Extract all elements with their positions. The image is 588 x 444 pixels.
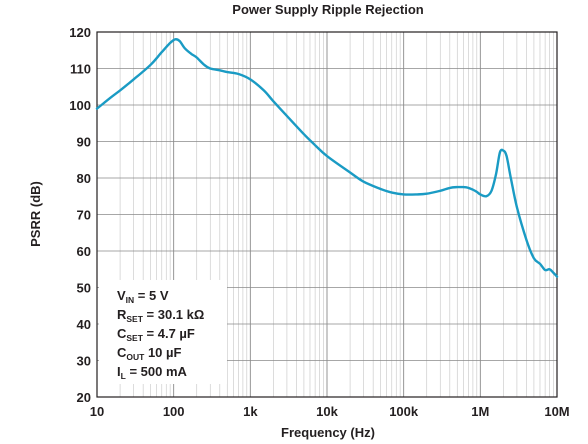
condition-subscript: L	[121, 371, 126, 381]
x-tick-label: 10k	[316, 404, 338, 419]
condition-line: RSET = 30.1 kΩ	[117, 307, 204, 324]
psrr-series-line	[95, 38, 559, 278]
y-tick-label: 40	[77, 317, 91, 332]
condition-subscript: SET	[126, 314, 143, 324]
x-tick-label: 10M	[544, 404, 569, 419]
condition-value: = 5 V	[134, 288, 169, 303]
tick-labels: 10 100 1k 10k 100k 1M 10M 20 30 40 50 60 70 80 90 100 11…	[69, 25, 569, 419]
condition-value: = 30.1 kΩ	[143, 307, 204, 322]
condition-symbol: V	[117, 288, 126, 303]
condition-subscript: SET	[126, 333, 143, 343]
y-tick-label: 110	[70, 62, 91, 77]
plot-frame	[96, 31, 558, 398]
x-tick-label: 100k	[389, 404, 419, 419]
x-tick-label: 100	[163, 404, 185, 419]
condition-line: IL = 500 mA	[117, 364, 188, 381]
x-axis-label: Frequency (Hz)	[281, 425, 375, 440]
condition-symbol: C	[117, 345, 127, 360]
condition-subscript: IN	[126, 295, 135, 305]
condition-subscript: OUT	[126, 352, 145, 362]
condition-line: COUT 10 µF	[117, 345, 182, 362]
y-tick-label: 20	[77, 390, 91, 405]
condition-line: VIN = 5 V	[117, 288, 169, 305]
condition-value: = 500 mA	[126, 364, 188, 379]
conditions-box	[99, 280, 227, 384]
y-axis-label: PSRR (dB)	[28, 181, 43, 247]
condition-symbol: C	[117, 326, 127, 341]
condition-value: 10 µF	[144, 345, 181, 360]
grid-lines	[96, 31, 557, 398]
y-tick-label: 30	[77, 354, 91, 369]
x-tick-label: 1M	[471, 404, 489, 419]
y-tick-label: 90	[77, 135, 91, 150]
condition-value: = 4.7 µF	[143, 326, 195, 341]
condition-symbol: I	[117, 364, 121, 379]
y-tick-label: 50	[77, 281, 91, 296]
y-tick-label: 60	[77, 244, 91, 259]
x-tick-label: 1k	[243, 404, 258, 419]
y-tick-label: 100	[69, 98, 91, 113]
condition-line: CSET = 4.7 µF	[117, 326, 195, 343]
x-tick-label: 10	[90, 404, 104, 419]
y-tick-label: 70	[77, 208, 91, 223]
chart-title: Power Supply Ripple Rejection	[232, 2, 423, 17]
y-tick-label: 80	[77, 171, 91, 186]
condition-symbol: R	[117, 307, 127, 322]
y-tick-label: 120	[69, 25, 91, 40]
